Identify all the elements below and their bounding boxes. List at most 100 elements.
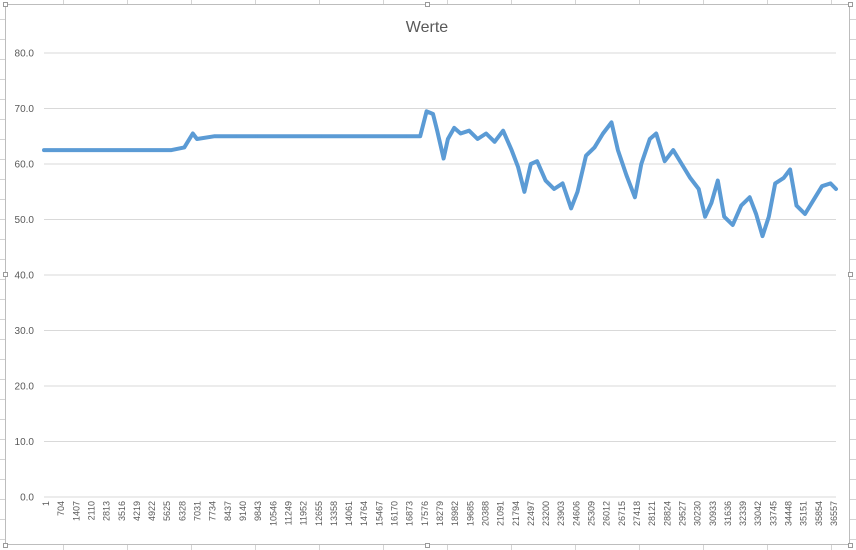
data-point — [382, 134, 386, 138]
x-tick-label: 16873 — [405, 501, 415, 526]
x-tick-label: 24606 — [571, 501, 581, 526]
x-tick-label: 7734 — [208, 501, 218, 521]
x-tick-label: 26012 — [602, 501, 612, 526]
x-tick-label: 35151 — [799, 501, 809, 526]
data-point — [616, 148, 620, 152]
data-point — [803, 212, 807, 216]
y-tick-label: 60.0 — [15, 160, 35, 171]
resize-handle-top-right[interactable] — [848, 2, 853, 7]
y-tick-label: 30.0 — [15, 326, 35, 337]
data-point — [182, 145, 186, 149]
data-point — [633, 195, 637, 199]
x-tick-label: 27418 — [632, 501, 642, 526]
data-point — [255, 134, 258, 138]
data-point — [106, 148, 110, 152]
data-point — [610, 120, 613, 124]
data-point — [663, 159, 667, 163]
data-point — [731, 223, 735, 227]
data-point — [148, 148, 152, 152]
data-point — [446, 137, 450, 141]
data-point — [773, 181, 777, 185]
x-tick-label: 3516 — [117, 501, 127, 521]
data-point — [561, 181, 565, 185]
y-tick-label: 10.0 — [15, 437, 35, 448]
data-point — [195, 137, 199, 141]
resize-handle-bottom-right[interactable] — [848, 543, 853, 548]
data-point — [418, 134, 422, 138]
data-point — [576, 190, 579, 194]
x-tick-label: 12655 — [314, 501, 324, 526]
data-point — [191, 132, 195, 135]
x-tick-label: 5625 — [162, 501, 172, 521]
data-point — [459, 132, 463, 135]
chart-title: Werte — [406, 19, 448, 36]
data-point — [442, 157, 446, 160]
resize-handle-top-middle[interactable] — [425, 2, 430, 7]
data-point — [552, 187, 556, 191]
data-point — [754, 212, 758, 216]
y-tick-label: 70.0 — [15, 104, 35, 115]
x-tick-label: 25309 — [587, 501, 597, 526]
x-tick-label: 28121 — [647, 501, 657, 526]
resize-handle-middle-right[interactable] — [848, 272, 853, 277]
data-point — [42, 148, 46, 152]
x-tick-label: 8437 — [223, 501, 233, 521]
data-point — [435, 129, 439, 133]
data-point — [722, 215, 726, 219]
x-tick-label: 18279 — [435, 501, 445, 526]
data-point — [767, 215, 771, 219]
data-point — [340, 134, 344, 138]
x-tick-label: 16170 — [390, 501, 400, 526]
resize-handle-bottom-left[interactable] — [3, 543, 8, 548]
data-point — [403, 134, 407, 138]
y-tick-label: 40.0 — [15, 271, 35, 282]
data-point — [593, 145, 596, 149]
data-point — [569, 206, 573, 210]
x-tick-label: 30933 — [708, 501, 718, 526]
data-point — [276, 134, 280, 138]
data-point — [739, 204, 743, 208]
data-point — [829, 181, 832, 185]
resize-handle-middle-left[interactable] — [3, 272, 8, 277]
data-point — [688, 176, 692, 180]
data-point — [795, 204, 798, 208]
data-point — [476, 137, 480, 141]
data-point — [361, 134, 365, 138]
data-point — [716, 179, 720, 183]
resize-handle-top-left[interactable] — [3, 2, 8, 7]
x-tick-label: 21091 — [496, 501, 506, 526]
x-tick-label: 28824 — [662, 501, 672, 526]
y-axis-tick-labels: 0.0 10.0 20.0 30.0 40.0 50.0 60.0 70.0 80.0 — [15, 49, 35, 504]
chart-frame[interactable]: Werte 0.0 10.0 20.0 30.0 40.0 50.0 60.0 70.0 80.… — [5, 4, 850, 545]
x-tick-label: 32339 — [738, 501, 748, 526]
gridlines — [44, 52, 836, 498]
data-point — [820, 184, 824, 188]
x-tick-label: 1407 — [71, 501, 81, 521]
resize-handle-bottom-middle[interactable] — [425, 543, 430, 548]
data-point — [318, 134, 322, 138]
data-point — [761, 234, 764, 238]
data-point — [788, 168, 792, 171]
data-point — [535, 159, 539, 163]
x-tick-label: 2110 — [86, 501, 96, 520]
data-point — [782, 176, 786, 180]
x-tick-label: 11249 — [283, 501, 293, 525]
data-point — [467, 129, 471, 133]
x-tick-label: 15467 — [374, 501, 384, 526]
data-point — [703, 215, 707, 219]
y-tick-label: 80.0 — [15, 49, 35, 60]
series-group — [42, 109, 838, 239]
x-tick-label: 14764 — [359, 501, 369, 526]
data-point — [233, 134, 237, 138]
x-tick-label: 22497 — [526, 501, 536, 526]
x-tick-label: 2813 — [102, 501, 112, 521]
x-tick-label: 14061 — [344, 501, 354, 526]
x-tick-label: 35854 — [814, 501, 824, 526]
x-tick-label: 33042 — [753, 501, 763, 526]
data-point — [709, 201, 713, 205]
data-point — [425, 109, 429, 113]
data-point — [431, 112, 435, 116]
data-point — [501, 129, 505, 133]
data-point — [624, 173, 628, 177]
data-point — [748, 195, 752, 199]
